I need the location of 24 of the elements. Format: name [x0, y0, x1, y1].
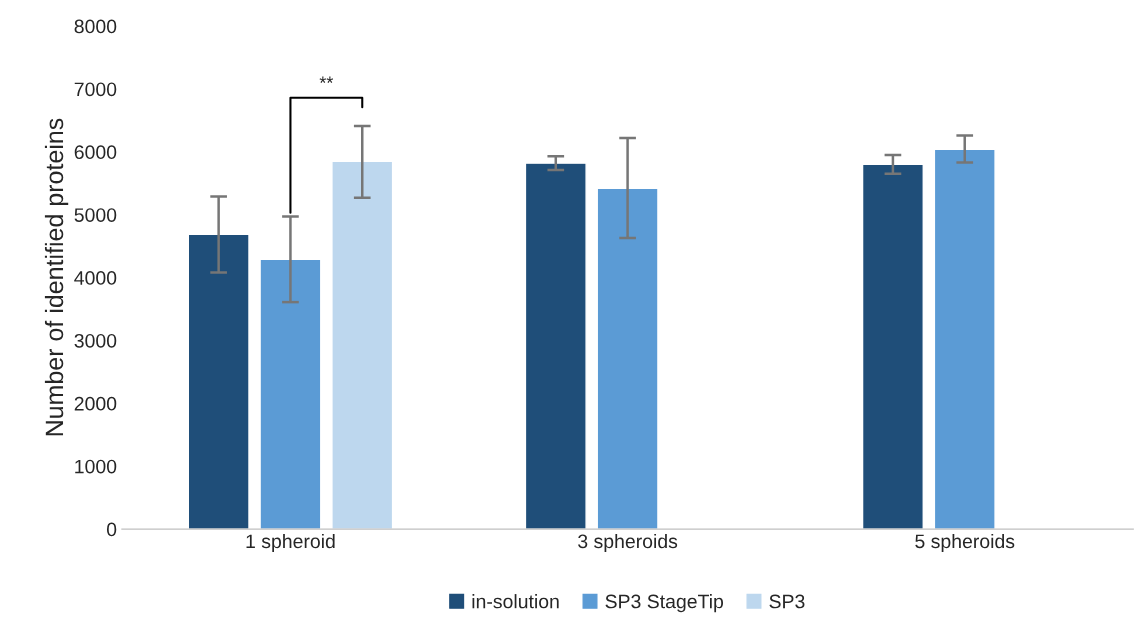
x-tick-label: 5 spheroids [915, 533, 1015, 553]
bar [861, 163, 924, 530]
y-tick-label: 3000 [74, 333, 117, 348]
legend-label: SP3 StageTip [605, 594, 724, 613]
y-tick-label: 7000 [74, 82, 117, 97]
bar [187, 233, 250, 530]
bar [524, 162, 587, 530]
bar [259, 258, 322, 530]
annotation: ** [319, 76, 334, 83]
y-tick-label: 0 [106, 522, 117, 537]
bar [933, 148, 996, 530]
x-tick-label: 1 spheroid [246, 533, 335, 553]
bar [331, 160, 394, 530]
y-tick-label: 4000 [74, 271, 117, 285]
bar [596, 187, 659, 530]
y-tick-label: 5000 [74, 208, 117, 222]
y-tick-label: 6000 [74, 145, 117, 160]
y-tick-label: 1000 [75, 459, 117, 474]
legend-label: SP3 [769, 594, 805, 609]
y-tick-label: 8000 [74, 19, 117, 34]
x-tick-label: 3 spheroids [578, 533, 678, 553]
y-tick-label: 2000 [74, 396, 117, 411]
y-axis-title: Number of identified proteins [44, 118, 69, 436]
legend-label: in-solution [472, 594, 559, 609]
